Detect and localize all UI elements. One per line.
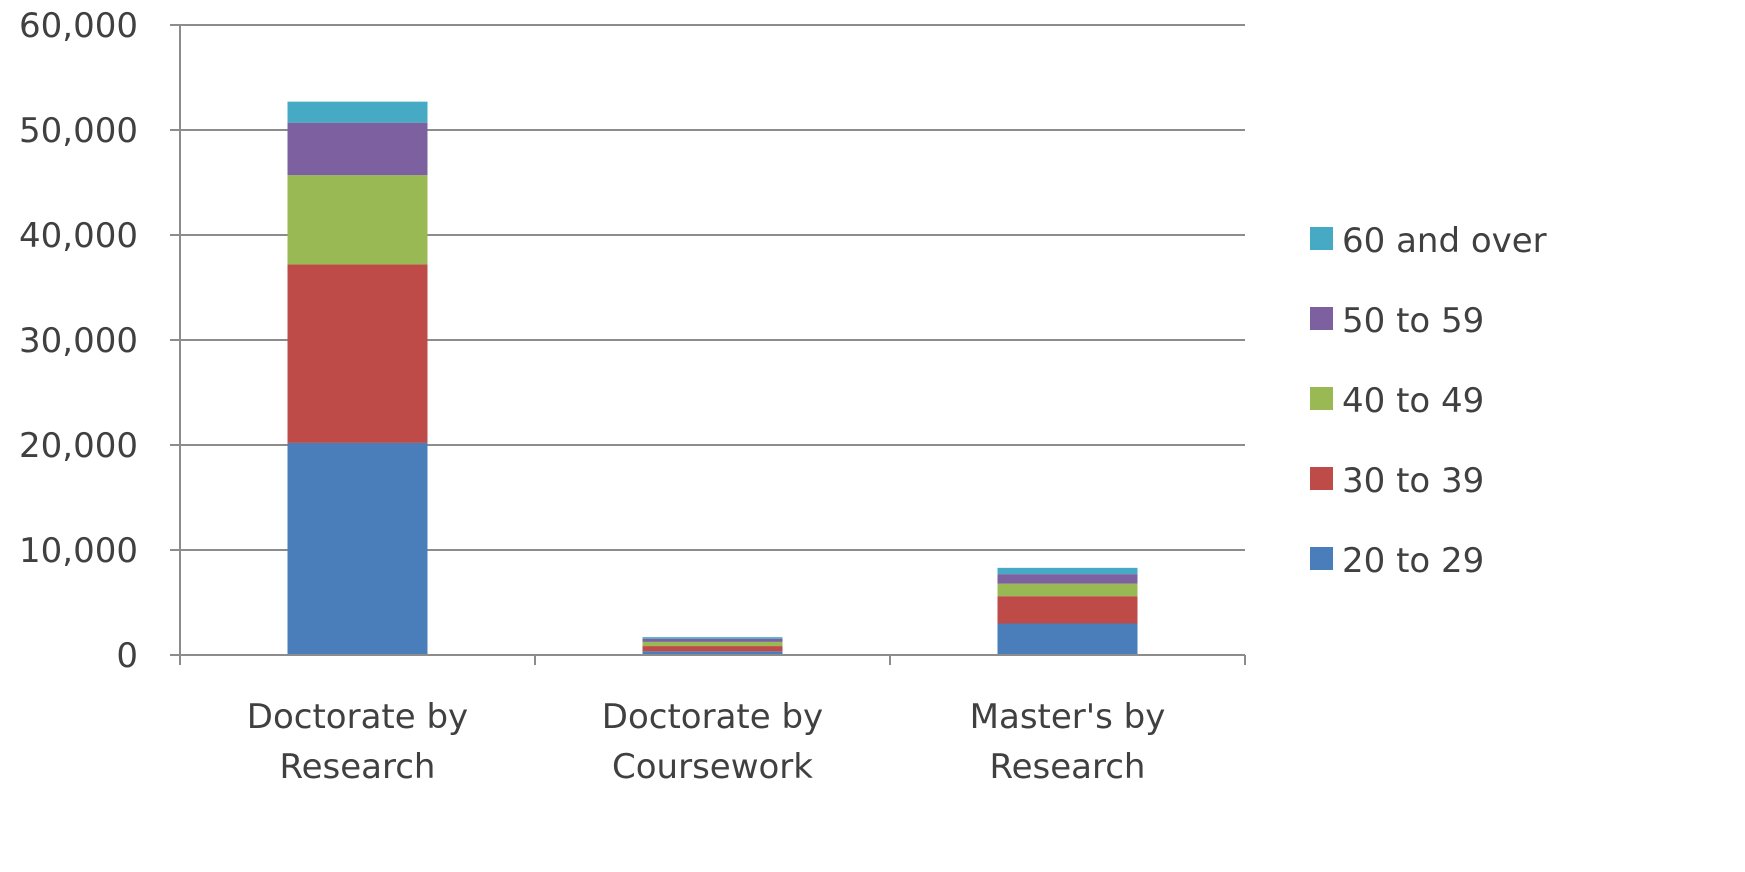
legend-label: 50 to 59: [1342, 301, 1484, 341]
bar-segment: [287, 122, 428, 176]
legend-swatch: [1310, 547, 1333, 570]
y-tick-label: 10,000: [19, 531, 138, 571]
legend-swatch: [1310, 467, 1333, 490]
x-tick-label: Research: [990, 747, 1146, 787]
x-tick-label: Master's by: [970, 697, 1166, 737]
x-tick-label: Doctorate by: [602, 697, 823, 737]
legend-label: 60 and over: [1342, 221, 1547, 261]
legend-swatch: [1310, 387, 1333, 410]
bar-segment: [642, 637, 783, 639]
x-axis-tick-labels: Doctorate by Research Doctorate by Coursewo…: [247, 697, 1166, 787]
bar-segment: [997, 623, 1138, 655]
bar-segment: [287, 264, 428, 443]
bar-segment: [642, 641, 783, 647]
legend: 60 and over 50 to 59 40 to 49 30 to 39 20 to…: [1310, 221, 1547, 581]
legend-label: 40 to 49: [1342, 381, 1484, 421]
bar-segment: [287, 101, 428, 123]
bar-stacks: [287, 101, 1138, 655]
bar-segment: [642, 638, 783, 642]
legend-swatch: [1310, 227, 1333, 250]
y-tick-label: 0: [116, 636, 138, 676]
legend-swatch: [1310, 307, 1333, 330]
bar-segment: [642, 651, 783, 655]
bar-segment: [287, 175, 428, 265]
bar-segment: [997, 596, 1138, 624]
legend-label: 20 to 29: [1342, 541, 1484, 581]
bar-segment: [997, 583, 1138, 597]
bar-segment: [997, 574, 1138, 584]
bar-segment: [642, 646, 783, 652]
y-axis-tick-labels: 0 10,000 20,000 30,000 40,000 50,000 60,000: [19, 6, 138, 676]
x-tick-label: Coursework: [612, 747, 813, 787]
y-tick-label: 60,000: [19, 6, 138, 46]
y-tick-label: 40,000: [19, 216, 138, 256]
axes: [170, 24, 1246, 665]
y-tick-label: 50,000: [19, 111, 138, 151]
bar-segment: [997, 567, 1138, 575]
x-tick-label: Doctorate by: [247, 697, 468, 737]
bar-segment: [287, 442, 428, 655]
y-tick-label: 20,000: [19, 426, 138, 466]
legend-label: 30 to 39: [1342, 461, 1484, 501]
x-tick-label: Research: [280, 747, 436, 787]
y-tick-label: 30,000: [19, 321, 138, 361]
